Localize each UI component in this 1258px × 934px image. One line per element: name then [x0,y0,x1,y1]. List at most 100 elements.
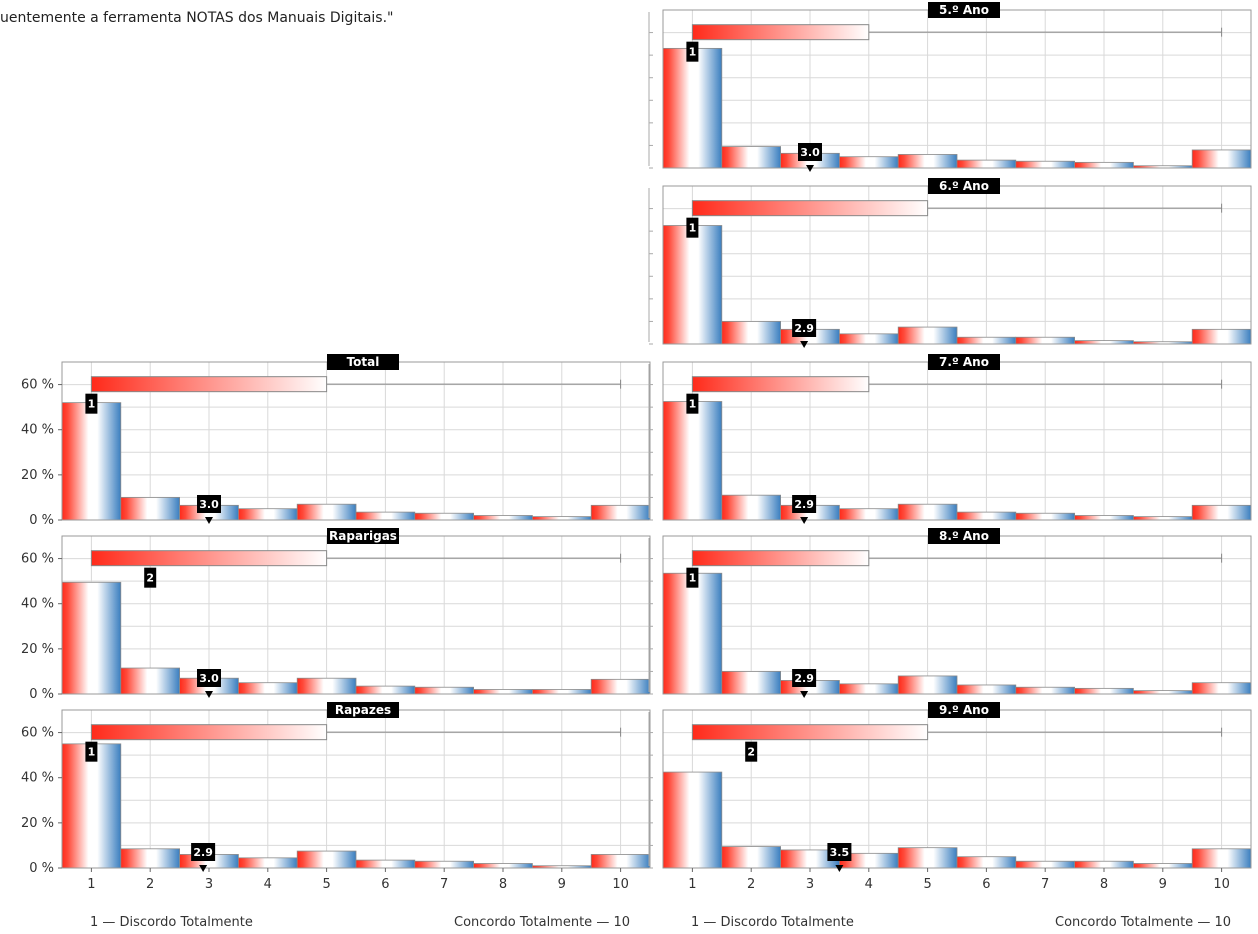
bar-7 [1015,512,1075,521]
mode-label: 1 [689,46,697,59]
bar-6 [355,685,416,695]
mean-marker [806,165,814,172]
x-tick-label: 5 [923,877,931,892]
bar-10 [1191,149,1252,169]
mode-label: 1 [689,398,697,411]
mean-label-bg [197,669,221,687]
x-tick-label: 4 [865,877,873,892]
bar-4 [237,508,298,521]
mean-label-bg [827,843,852,861]
scale-left-label: 1 — Discordo Totalmente [90,915,253,930]
bar-5 [296,503,357,521]
x-tick-label: 8 [499,877,507,892]
bar-6 [355,511,416,521]
bar-6 [956,336,1017,345]
bar-8 [1074,515,1134,521]
panel-2: Rapazes 1 2.9 0 % 20 % 40 % 60 % [21,702,651,876]
bar-8 [473,863,533,869]
panel-title-bg [327,702,399,718]
bar-1 [61,743,122,869]
interval-box [90,724,328,741]
bar-10 [1191,848,1252,869]
bar-10 [590,854,651,869]
x-tick-label: 8 [1100,877,1108,892]
mode-label: 1 [88,398,96,411]
y-tick-label: 0 % [29,861,54,876]
x-tick-label: 9 [558,877,566,892]
panel-5: 7.º Ano 1 2.9 [648,354,1252,524]
bar-10 [590,678,651,695]
mode-label-bg [686,567,699,588]
y-tick-label: 40 % [21,597,54,612]
bar-7 [1015,686,1075,695]
panel-1: Raparigas 2 3.0 0 % 20 % 40 % 60 % [21,528,651,702]
mode-label: 2 [146,572,154,585]
bar-6 [956,511,1017,521]
mean-label: 3.0 [199,498,219,511]
mode-label-bg [85,393,98,414]
panel-title: 5.º Ano [939,3,989,17]
panel-title-bg [928,2,1000,18]
scale-right-label: Concordo Totalmente — 10 [454,915,630,930]
mean-label: 3.0 [199,672,219,685]
bar-2 [120,848,181,869]
y-tick-label: 20 % [21,816,54,831]
scale-left-label: 1 — Discordo Totalmente [691,915,854,930]
bar-7 [414,860,474,869]
panel-title-bg [327,354,399,370]
bar-5 [296,677,357,695]
panel-title: 6.º Ano [939,179,989,193]
bar-4 [839,508,899,521]
bar-2 [120,667,181,695]
x-tick-label: 2 [747,877,755,892]
bar-8 [1074,161,1134,169]
panel-title: Raparigas [329,529,397,543]
bar-6 [956,159,1017,169]
bar-4 [237,857,298,869]
panel-6: 8.º Ano 1 2.9 [648,528,1252,698]
mean-marker [800,517,809,524]
mean-marker [800,691,809,698]
mean-label-bg [792,669,817,687]
panel-0: Total 1 3.0 0 % 20 % 40 % 60 % [21,354,651,528]
mean-label-bg [191,843,216,861]
mode-label-bg [686,393,699,414]
bar-5 [897,154,958,169]
mean-label: 2.9 [193,846,213,859]
bar-4 [839,333,899,345]
mode-label: 1 [88,746,96,759]
interval-box [691,550,870,567]
mean-label: 2.9 [794,672,814,685]
bar-7 [414,686,474,695]
bar-9 [1133,863,1193,869]
bar-9 [1133,516,1193,521]
mean-marker [199,865,208,872]
y-tick-label: 0 % [29,687,54,702]
panel-title: Rapazes [335,703,391,717]
x-tick-label: 3 [205,877,213,892]
bar-9 [532,689,592,695]
mean-label-bg [197,495,221,513]
bar-8 [1074,340,1134,345]
bar-9 [532,516,592,521]
y-tick-label: 40 % [21,771,54,786]
interval-box [90,376,328,393]
panel-title-bg [928,178,1000,194]
x-tick-label: 9 [1159,877,1167,892]
panel-title: 8.º Ano [939,529,989,543]
bar-5 [296,850,357,869]
bar-5 [897,675,958,695]
x-tick-label: 10 [1213,877,1230,892]
bar-5 [897,847,958,869]
mode-label: 1 [689,222,697,235]
panel-title: 7.º Ano [939,355,989,369]
mean-label-bg [792,495,817,513]
bar-1 [662,225,723,345]
interval-box [691,376,870,393]
interval-box [90,550,328,567]
bar-4 [839,683,899,695]
x-tick-label: 5 [322,877,330,892]
panel-4: 6.º Ano 1 2.9 [648,178,1252,348]
mean-label: 2.9 [794,322,814,335]
y-tick-label: 60 % [21,378,54,393]
